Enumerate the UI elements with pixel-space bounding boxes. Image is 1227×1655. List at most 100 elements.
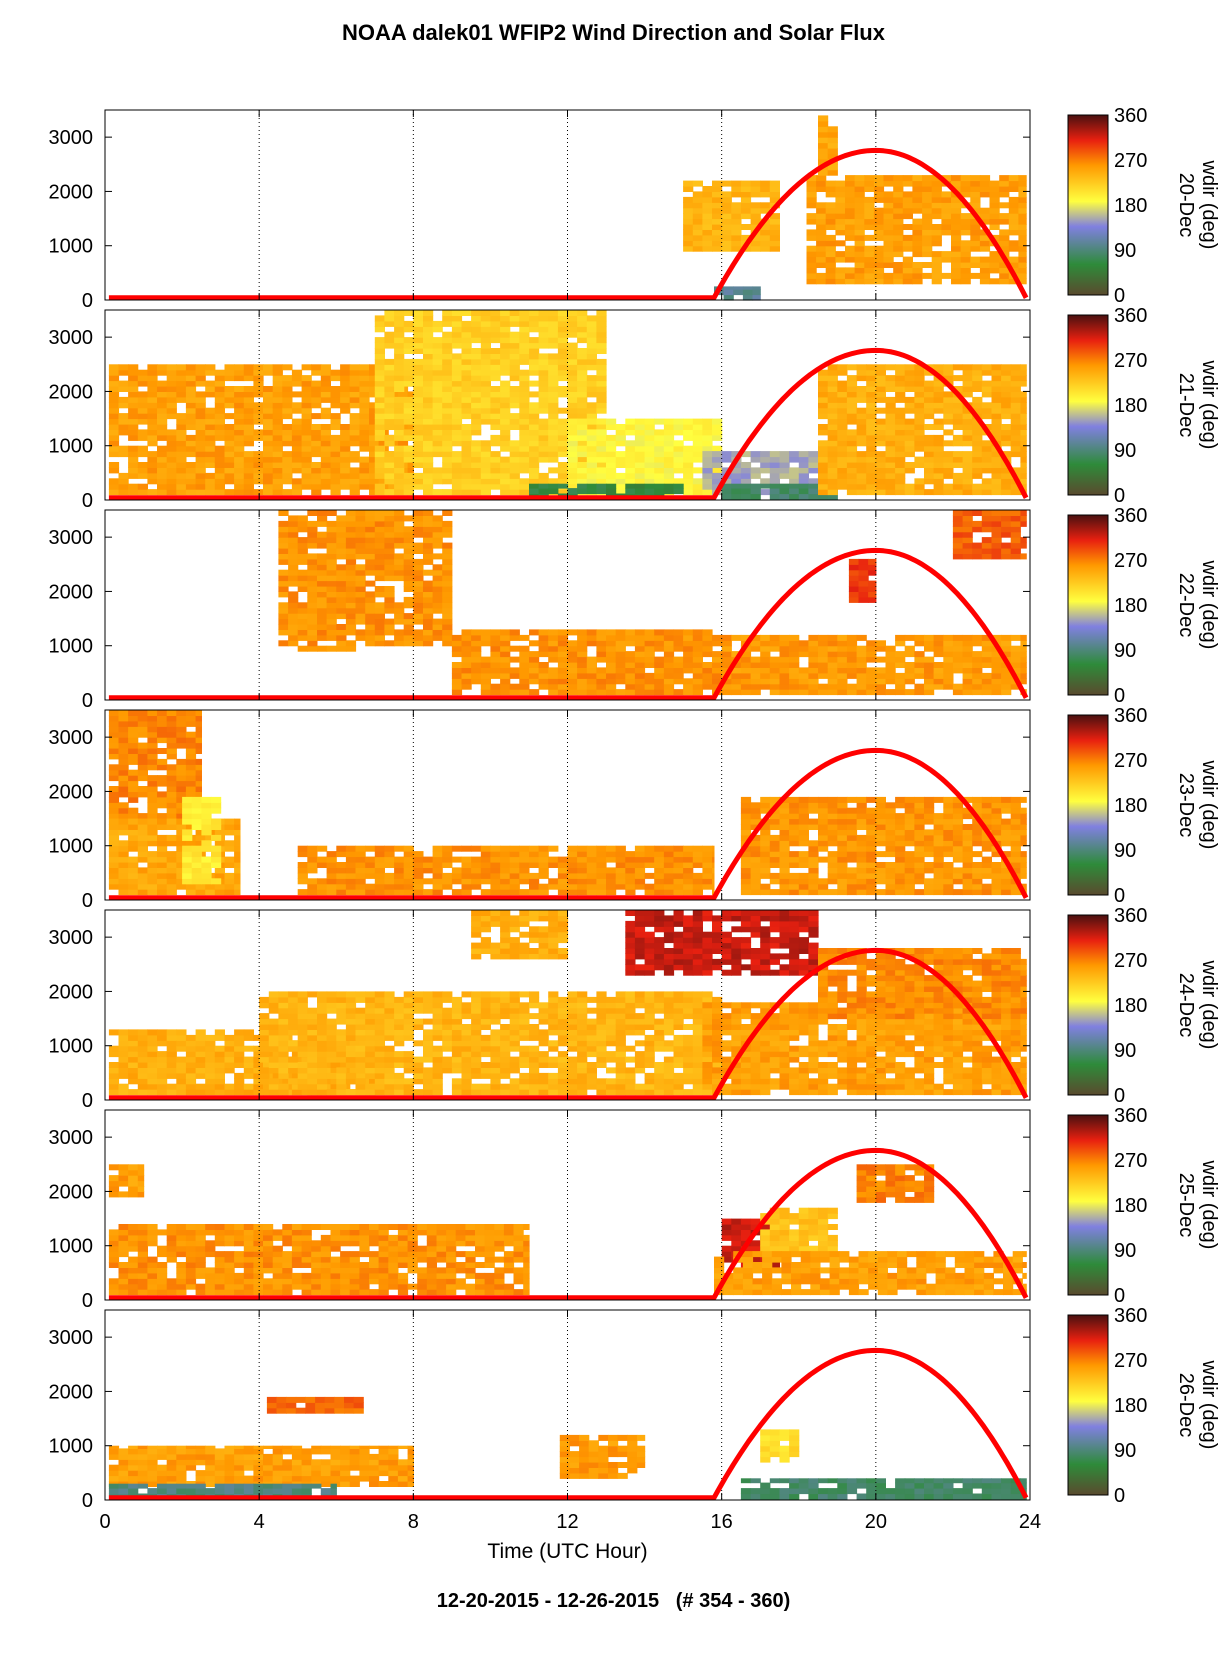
heatmap-cell [654, 429, 665, 436]
heatmap-cell [893, 180, 904, 187]
heatmap-cell [108, 856, 120, 863]
heatmap-cell [760, 240, 771, 247]
heatmap-cell [883, 272, 894, 279]
heatmap-cell [128, 731, 139, 738]
heatmap-cell [118, 856, 129, 863]
heatmap-cell [769, 483, 780, 489]
heatmap-cell [644, 662, 655, 668]
heatmap-cell [827, 413, 838, 420]
heatmap-cell [147, 753, 158, 760]
heatmap-cell [195, 780, 202, 787]
heatmap-cell [740, 662, 752, 668]
heatmap-cell [538, 429, 549, 436]
heatmap-cell [827, 402, 838, 409]
heatmap-cell [856, 456, 867, 463]
heatmap-cell [519, 413, 530, 420]
heatmap-cell [779, 845, 790, 852]
heatmap-cell [282, 451, 293, 458]
heatmap-cell [895, 683, 906, 690]
colorbar-tick-label: 270 [1114, 350, 1147, 372]
heatmap-cell [577, 424, 588, 430]
heatmap-cell [858, 591, 869, 598]
heatmap-cell [692, 878, 703, 885]
heatmap-cell [166, 813, 177, 820]
heatmap-cell [924, 656, 935, 663]
heatmap-cell [326, 558, 337, 565]
heatmap-cell [108, 829, 120, 836]
heatmap-cell [979, 278, 991, 285]
heatmap-cell [272, 424, 283, 430]
heatmap-cell [500, 651, 511, 658]
heatmap-cell [176, 758, 187, 765]
heatmap-cell [904, 651, 915, 658]
heatmap-cell [846, 672, 858, 679]
heatmap-cell [147, 802, 158, 809]
heatmap-cell [529, 434, 540, 441]
heatmap-cell [471, 358, 482, 365]
heatmap-cell [644, 472, 655, 479]
heatmap-cell [924, 451, 935, 458]
heatmap-cell [108, 818, 120, 825]
heatmap-cell [128, 472, 139, 479]
heatmap-cell [423, 413, 434, 420]
heatmap-cell [118, 818, 129, 825]
heatmap-cell [374, 413, 385, 420]
heatmap-cell [586, 358, 597, 365]
heatmap-cell [970, 234, 981, 241]
heatmap-cell [769, 478, 780, 485]
heatmap-cell [297, 548, 308, 554]
heatmap-cell [374, 586, 385, 592]
heatmap-cell [692, 872, 703, 879]
heatmap-cell [500, 364, 511, 371]
heatmap-cell [883, 251, 894, 258]
heatmap-cell [176, 396, 187, 403]
heatmap-cell [750, 656, 761, 663]
heatmap-cell [1020, 369, 1027, 376]
heatmap-cell [147, 451, 158, 458]
heatmap-cell [480, 331, 491, 338]
heatmap-cell [108, 391, 120, 398]
heatmap-cell [789, 640, 800, 647]
heatmap-cell [750, 856, 761, 863]
heatmap-cell [272, 478, 283, 485]
heatmap-cell [615, 489, 626, 496]
heatmap-cell [423, 624, 434, 630]
heatmap-cell [147, 862, 158, 868]
heatmap-cell [128, 386, 139, 392]
heatmap-cell [769, 245, 780, 252]
heatmap-cell [147, 472, 158, 479]
heatmap-cell [808, 796, 819, 803]
heatmap-cell [307, 867, 318, 874]
heatmap-cell [798, 678, 809, 685]
heatmap-cell [413, 526, 424, 533]
heatmap-cell [490, 386, 501, 392]
heatmap-cell [760, 862, 771, 868]
heatmap-cell [818, 672, 829, 679]
heatmap-cell [692, 218, 703, 225]
heatmap-cell [991, 651, 1002, 658]
heatmap-cell [931, 229, 942, 236]
heatmap-cell [981, 645, 992, 652]
heatmap-cell [307, 602, 318, 609]
heatmap-cell [355, 569, 366, 576]
heatmap-cell [548, 375, 559, 382]
heatmap-cell [480, 440, 491, 447]
heatmap-cell [875, 364, 886, 371]
heatmap-cell [999, 267, 1010, 274]
heatmap-cell [845, 272, 856, 279]
heatmap-cell [423, 462, 434, 468]
heatmap-cell [825, 262, 836, 268]
heatmap-cell [721, 656, 732, 663]
heatmap-cell [644, 656, 655, 663]
heatmap-cell [769, 667, 780, 674]
heatmap-cell [384, 375, 395, 382]
heatmap-cell [461, 889, 472, 896]
heatmap-cell [224, 396, 235, 403]
heatmap-cell [384, 478, 395, 485]
heatmap-cell [806, 213, 817, 220]
heatmap-cell [904, 445, 915, 452]
heatmap-cell [827, 851, 838, 858]
heatmap-cell [301, 478, 312, 485]
heatmap-cell [166, 364, 177, 371]
heatmap-cell [297, 520, 308, 527]
